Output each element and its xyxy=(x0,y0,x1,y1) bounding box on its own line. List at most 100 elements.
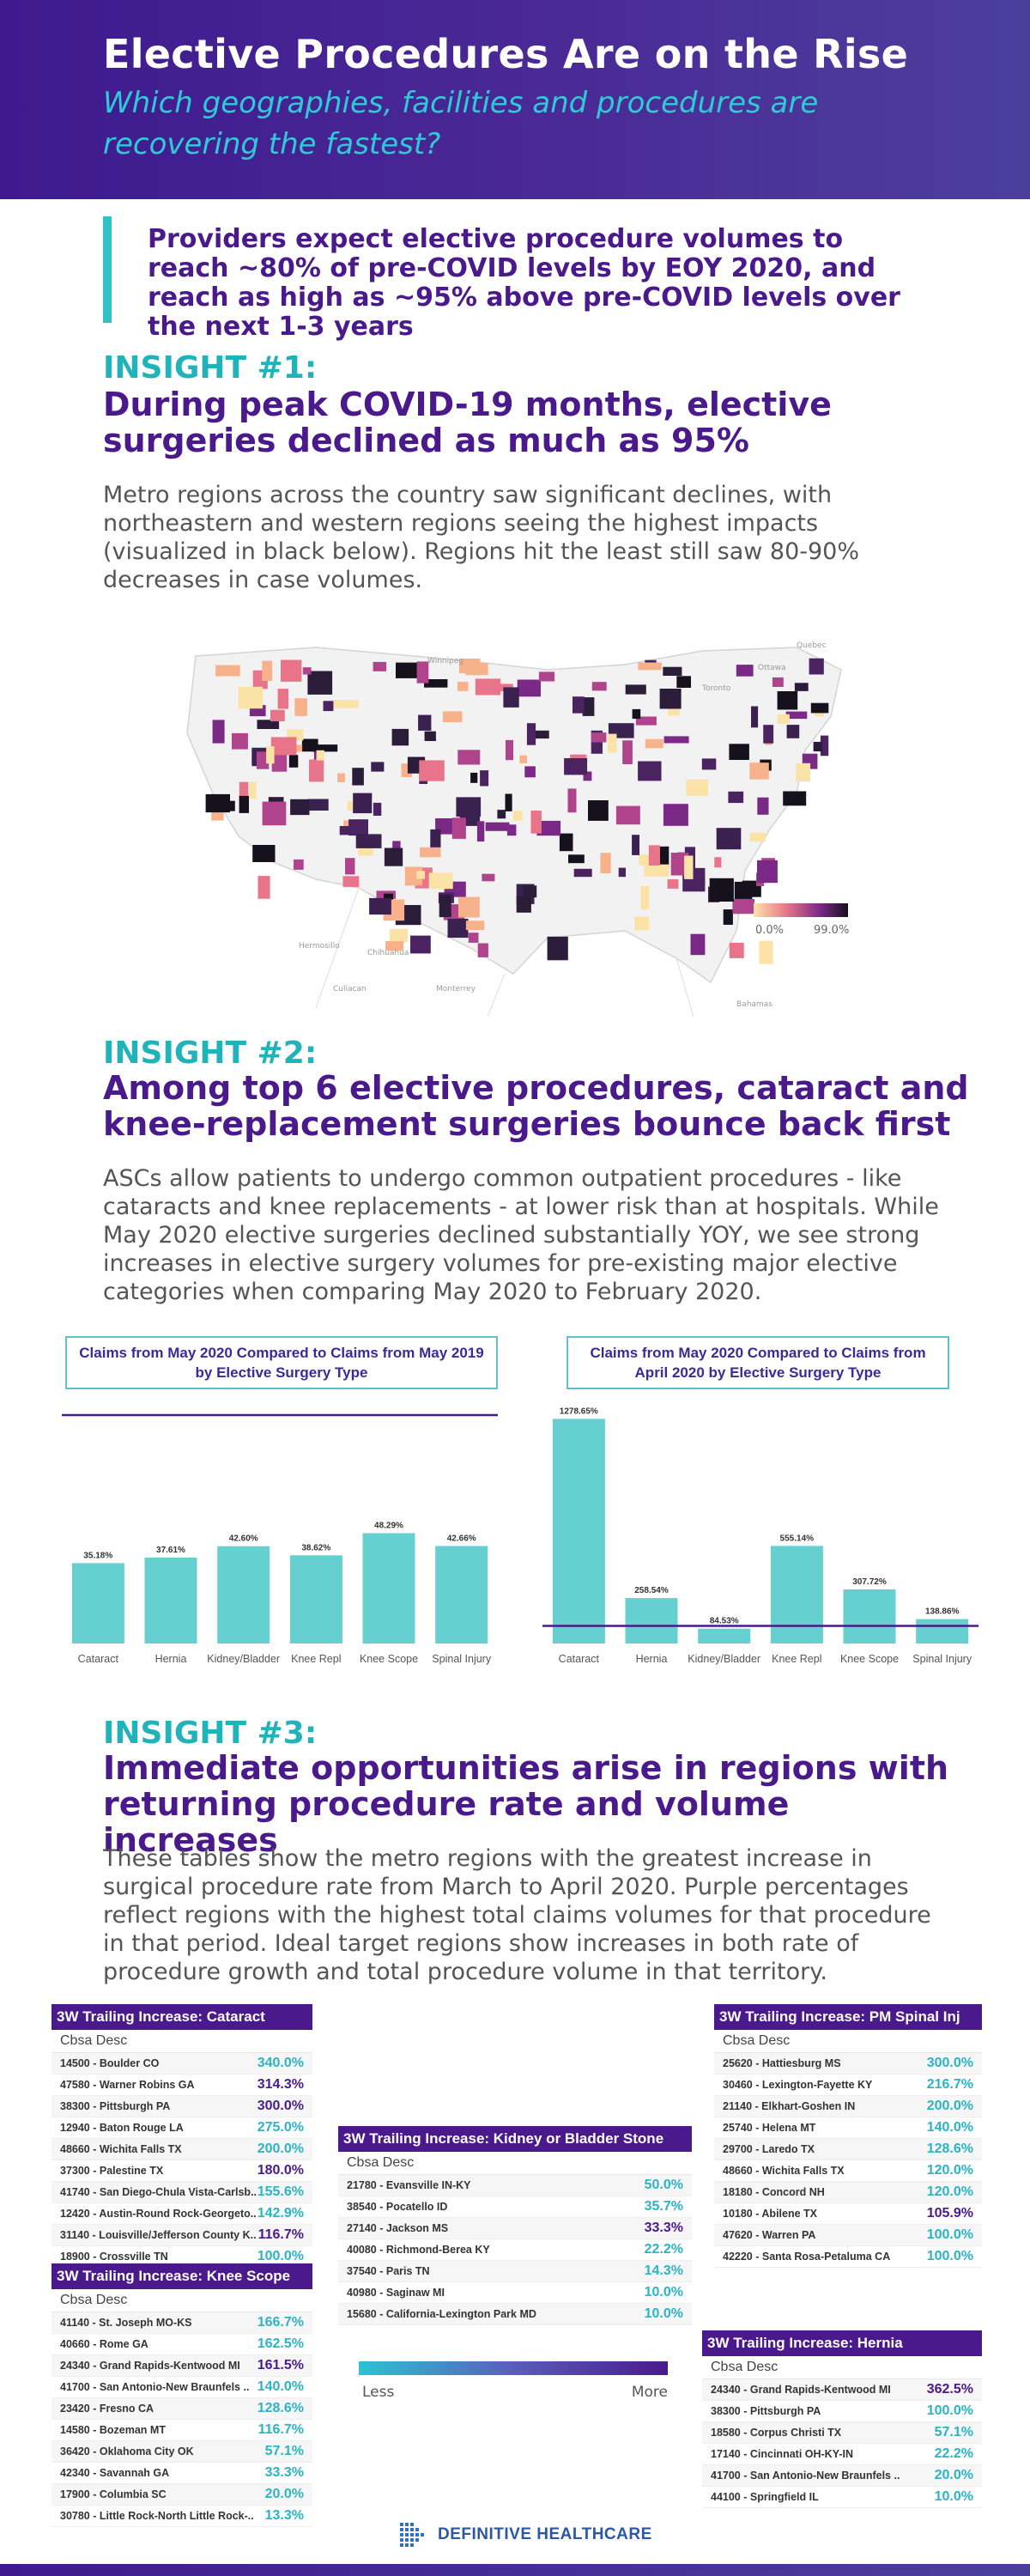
map-metro-region xyxy=(239,795,249,813)
increase-value: 22.2% xyxy=(934,2446,973,2461)
map-metro-region xyxy=(456,797,482,817)
map-metro-region xyxy=(716,828,742,850)
chart-data-label: 42.60% xyxy=(229,1534,258,1544)
table-cataract: 3W Trailing Increase: Cataract Surgery Cb… xyxy=(52,2004,312,2268)
map-metro-region xyxy=(709,878,734,902)
map-metro-region xyxy=(567,788,577,813)
chart-data-label: 42.66% xyxy=(447,1534,476,1544)
map-legend-min: 0.0% xyxy=(755,924,784,937)
chart-bar xyxy=(435,1546,488,1643)
map-metro-region xyxy=(810,702,829,714)
region-name: 41700 - San Antonio-New Braunfels .. xyxy=(60,2381,250,2393)
map-metro-region xyxy=(391,728,409,746)
increase-value: 200.0% xyxy=(257,2142,304,2156)
region-name: 21780 - Evansville IN-KY xyxy=(347,2179,471,2191)
increase-value: 10.0% xyxy=(644,2306,683,2321)
map-metro-region xyxy=(777,714,790,724)
increase-value: 275.0% xyxy=(257,2120,304,2135)
map-metro-region xyxy=(785,711,808,720)
map-metro-region xyxy=(307,799,329,811)
region-name: 44100 - Springfield IL xyxy=(711,2491,819,2503)
region-name: 48660 - Wichita Falls TX xyxy=(723,2165,845,2177)
insight2-label: INSIGHT #2: xyxy=(103,1036,318,1071)
map-metro-region xyxy=(497,810,506,819)
page-title: Elective Procedures Are on the Rise xyxy=(103,31,909,77)
map-metro-region xyxy=(345,858,355,875)
map-metro-region xyxy=(485,822,510,831)
region-name: 29700 - Laredo TX xyxy=(723,2143,815,2155)
table-row: 21140 - Elkhart-Goshen IN 200.0% xyxy=(714,2096,982,2117)
increase-value: 10.0% xyxy=(934,2489,973,2504)
chart-tick-label: Spinal Injury xyxy=(432,1653,492,1665)
map-metro-region xyxy=(690,933,706,956)
table-row: 10180 - Abilene TX 105.9% xyxy=(714,2203,982,2225)
region-name: 23420 - Fresno CA xyxy=(60,2403,154,2415)
map-metro-region xyxy=(632,835,639,855)
map-metro-region xyxy=(516,896,531,913)
map-metro-region xyxy=(530,811,542,834)
map-metro-region xyxy=(277,689,289,709)
map-metro-region xyxy=(632,708,641,720)
region-name: 25620 - Hattiesburg MS xyxy=(723,2057,841,2069)
map-metro-region xyxy=(352,768,364,786)
map-metro-region xyxy=(480,770,489,787)
table-row: 41700 - San Antonio-New Braunfels .. 20.0… xyxy=(702,2465,982,2487)
map-label: Chihuahua xyxy=(367,949,409,957)
map-metro-region xyxy=(533,730,549,739)
increase-value: 57.1% xyxy=(264,2444,304,2458)
definitive-logo: DEFINITIVE HEALTHCARE xyxy=(400,2521,652,2549)
map-metro-region xyxy=(538,671,555,682)
map-metro-region xyxy=(373,802,382,816)
map-metro-region xyxy=(294,698,307,716)
chart2-title: Claims from May 2020 Compared to Claims … xyxy=(566,1336,949,1389)
insight1-title: During peak COVID-19 months, elective su… xyxy=(103,386,832,459)
chart-tick-label: Spinal Injury xyxy=(912,1653,972,1665)
map-metro-region xyxy=(249,781,257,799)
map-metro-region xyxy=(559,833,573,852)
map-metro-region xyxy=(714,857,722,868)
map-metro-region xyxy=(582,697,595,716)
chart-data-label: 35.18% xyxy=(83,1551,112,1560)
map-metro-region xyxy=(503,687,519,708)
table-row: 47580 - Warner Robins GA 314.3% xyxy=(52,2075,312,2096)
region-name: 37300 - Palestine TX xyxy=(60,2165,164,2177)
table-column-header: Cbsa Desc xyxy=(702,2356,982,2379)
increase-value: 162.5% xyxy=(257,2336,304,2351)
volume-scale-gradient xyxy=(359,2361,668,2375)
map-label: Winnipeg xyxy=(427,657,464,665)
table-row: 25740 - Helena MT 140.0% xyxy=(714,2117,982,2139)
increase-value: 100.0% xyxy=(926,2227,973,2242)
map-label: Toronto xyxy=(701,684,731,693)
region-name: 12420 - Austin-Round Rock-Georgeto.. xyxy=(60,2208,257,2220)
chart-data-label: 48.29% xyxy=(374,1522,403,1531)
map-metro-region xyxy=(763,725,774,744)
chart-data-label: 307.72% xyxy=(852,1577,887,1587)
map-metro-region xyxy=(583,771,592,781)
region-name: 15680 - California-Lexington Park MD xyxy=(347,2308,536,2320)
chart-bar xyxy=(217,1546,270,1643)
chart-bar xyxy=(552,1419,605,1643)
map-metro-region xyxy=(337,773,345,782)
chart-bar xyxy=(770,1546,823,1643)
map-metro-region xyxy=(640,886,650,910)
map-metro-region xyxy=(348,819,368,836)
table-row: 24340 - Grand Rapids-Kentwood MI 362.5% xyxy=(702,2379,982,2401)
insight3-text: These tables show the metro regions with… xyxy=(103,1845,931,1985)
increase-value: 116.7% xyxy=(258,2422,304,2437)
map-metro-region xyxy=(239,781,249,799)
table-row: 14580 - Bozeman MT 116.7% xyxy=(52,2420,312,2441)
table-row: 27140 - Jackson MS 33.3% xyxy=(338,2218,692,2239)
table-row: 38300 - Pittsburgh PA 100.0% xyxy=(702,2401,982,2422)
map-metro-region xyxy=(418,714,432,731)
chart-tick-label: Kidney/Bladder xyxy=(207,1653,280,1665)
chart-data-label: 38.62% xyxy=(301,1543,330,1552)
increase-value: 22.2% xyxy=(644,2242,683,2257)
increase-value: 314.3% xyxy=(257,2077,304,2092)
region-name: 47580 - Warner Robins GA xyxy=(60,2079,195,2091)
increase-value: 128.6% xyxy=(926,2142,973,2156)
volume-scale-legend: Less More xyxy=(359,2361,668,2413)
map-metro-region xyxy=(342,876,360,887)
map-metro-region xyxy=(506,824,517,836)
region-name: 24340 - Grand Rapids-Kentwood MI xyxy=(60,2360,240,2372)
table-column-header: Cbsa Desc xyxy=(52,2289,312,2312)
